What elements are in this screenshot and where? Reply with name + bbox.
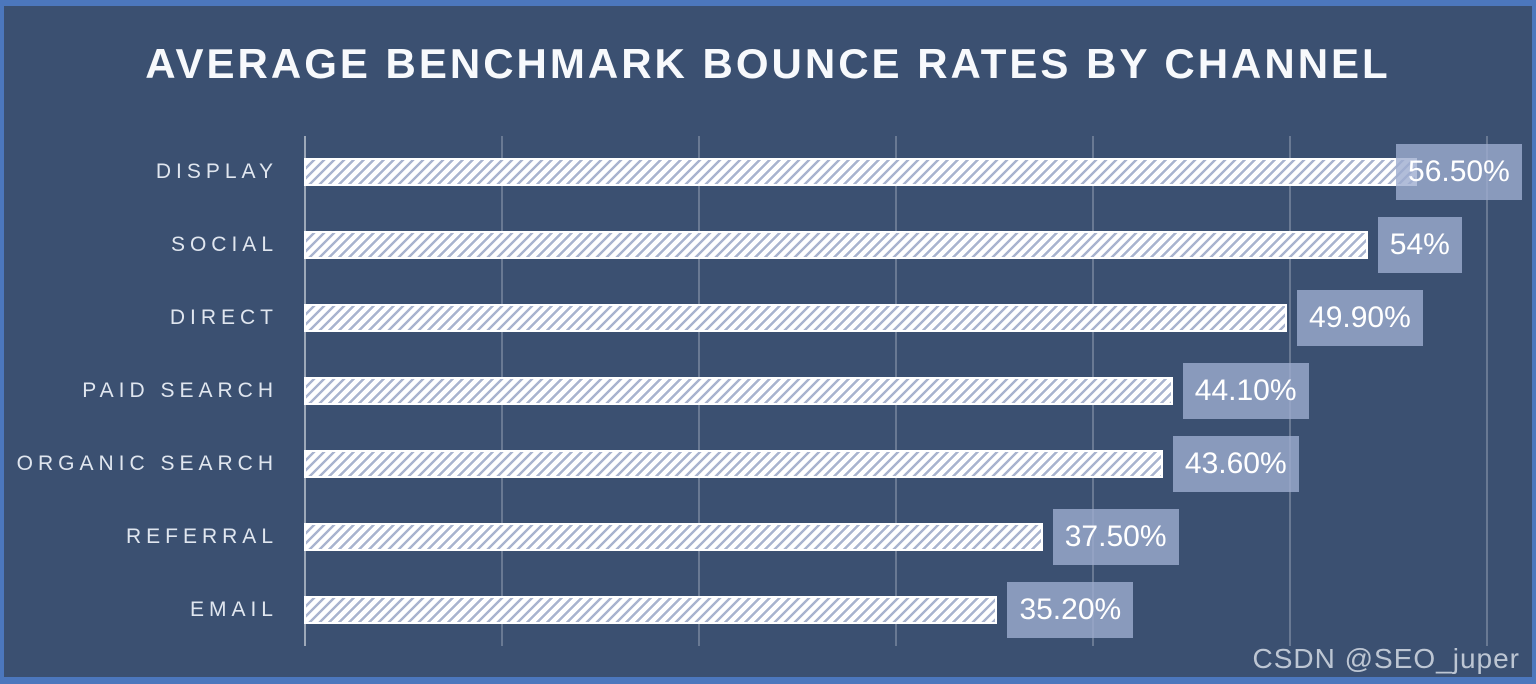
value-label: 49.90%: [1297, 290, 1423, 347]
watermark: CSDN @SEO_juper: [1252, 643, 1520, 674]
value-label: 43.60%: [1172, 435, 1299, 492]
bar-track: 37.50%: [304, 500, 1486, 573]
bar: [304, 158, 1418, 187]
category-label: EMAIL: [189, 597, 278, 621]
value-label: 56.50%: [1396, 144, 1522, 201]
chart-row: PAID SEARCH 44.10%: [4, 355, 1524, 428]
category-label: DISPLAY: [155, 160, 278, 184]
bar-track: 54%: [304, 209, 1486, 282]
bar-track: 56.50%: [304, 136, 1522, 209]
value-label: 35.20%: [1007, 581, 1134, 638]
bar-track: 43.60%: [304, 427, 1486, 500]
category-label: DIRECT: [169, 306, 278, 330]
chart-row: DIRECT 49.90%: [4, 282, 1524, 355]
bar-rows: DISPLAY 56.50% SOCIAL 54% DIRECT 49.90% PAID S…: [4, 136, 1524, 646]
bar: [304, 595, 998, 624]
bar: [304, 377, 1173, 405]
gridline: [1486, 136, 1488, 646]
chart-title: AVERAGE BENCHMARK BOUNCE RATES BY CHANNE…: [145, 40, 1391, 87]
chart-row: SOCIAL 54%: [4, 209, 1524, 282]
chart-row: ORGANIC SEARCH 43.60%: [4, 427, 1524, 500]
value-label: 37.50%: [1052, 508, 1179, 565]
value-label: 44.10%: [1182, 363, 1309, 419]
category-label: PAID SEARCH: [82, 379, 278, 402]
bar-track: 35.20%: [304, 573, 1486, 646]
bar: [304, 522, 1043, 551]
bar: [304, 231, 1368, 260]
bar: [304, 449, 1163, 478]
category-label: ORGANIC SEARCH: [16, 451, 278, 475]
chart-row: DISPLAY 56.50%: [4, 136, 1524, 209]
category-label: REFERRAL: [125, 524, 278, 548]
bar-track: 49.90%: [304, 282, 1486, 355]
chart-row: EMAIL 35.20%: [4, 573, 1524, 646]
value-label: 54%: [1377, 217, 1462, 274]
chart-row: REFERRAL 37.50%: [4, 500, 1524, 573]
bar-track: 44.10%: [304, 355, 1486, 428]
bar: [304, 304, 1288, 333]
category-label: SOCIAL: [170, 233, 278, 257]
